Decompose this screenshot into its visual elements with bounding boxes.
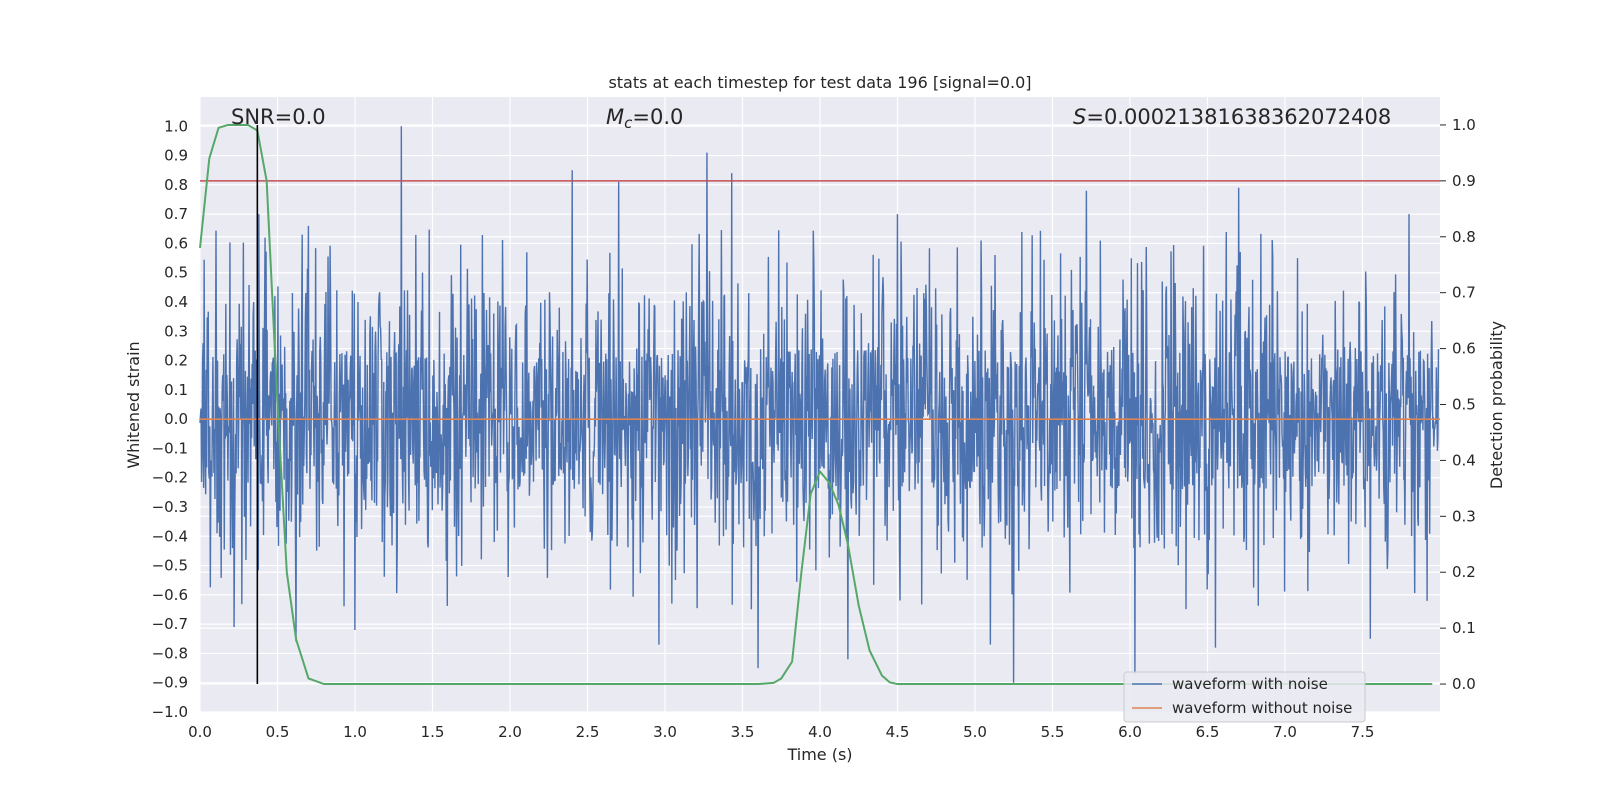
y-tick-label: −0.1: [152, 439, 188, 457]
score-symbol: S: [1073, 105, 1086, 129]
y-right-tick-label: 1.0: [1452, 116, 1476, 134]
legend-box: [1123, 671, 1366, 723]
y-right-tick-label: 0.6: [1452, 340, 1476, 358]
y-right-tick-label: 0.9: [1452, 172, 1476, 190]
chart-title: stats at each timestep for test data 196…: [608, 73, 1031, 92]
y-tick-label: −0.2: [152, 469, 188, 487]
x-tick-label: 5.5: [1041, 723, 1065, 741]
y-tick-label: −0.9: [152, 674, 188, 692]
y-right-tick-label: 0.5: [1452, 396, 1476, 414]
y-right-tick-label: 0.4: [1452, 451, 1476, 469]
snr-annotation: SNR=0.0: [231, 105, 326, 129]
y-tick-label: 0.8: [164, 176, 188, 194]
x-tick-label: 2.0: [498, 723, 522, 741]
x-tick-label: 6.0: [1118, 723, 1142, 741]
y-tick-label: −0.5: [152, 557, 188, 575]
y-right-tick-label: 0.0: [1452, 675, 1476, 693]
y-tick-label: −0.6: [152, 586, 188, 604]
score-value: =0.00021381638362072408: [1086, 105, 1391, 129]
x-tick-label: 1.0: [343, 723, 367, 741]
y-tick-label: −0.7: [152, 615, 188, 633]
y-right-tick-label: 0.3: [1452, 507, 1476, 525]
x-tick-label: 3.0: [653, 723, 677, 741]
y-axis-ticks: 1.0 0.9 0.8 0.7 0.6 0.5 0.4 0.3 0.2 0.1 0.0 −0.1 −0.…: [152, 117, 188, 721]
y-tick-label: 0.9: [164, 147, 188, 165]
x-tick-label: 3.5: [731, 723, 755, 741]
x-tick-label: 0.0: [188, 723, 212, 741]
x-tick-label: 7.5: [1351, 723, 1375, 741]
x-axis-label: Time (s): [786, 745, 852, 764]
y-tick-label: −0.8: [152, 644, 188, 662]
y-right-tick-label: 0.7: [1452, 284, 1476, 302]
series-waveform-with-noise: [199, 126, 1440, 683]
y-tick-label: 0.5: [164, 264, 188, 282]
y-tick-label: 0.0: [164, 410, 188, 428]
detection-probability-path: [199, 123, 1433, 686]
waveform-noise-path: [199, 126, 1440, 683]
series-detection-probability: [199, 123, 1433, 686]
y-tick-label: 0.4: [164, 293, 188, 311]
y-right-tick-label: 0.8: [1452, 228, 1476, 246]
y-tick-label: 0.1: [164, 381, 188, 399]
score-annotation: S=0.00021381638362072408: [1073, 105, 1391, 129]
y-axis-right-ticks: 1.0 0.9 0.8 0.7 0.6 0.5 0.4 0.3 0.2 0.1 0.0: [1440, 116, 1476, 693]
legend-label-clean: waveform without noise: [1172, 699, 1352, 717]
y-tick-label: 0.2: [164, 352, 188, 370]
x-tick-label: 4.5: [886, 723, 910, 741]
x-tick-label: 6.5: [1196, 723, 1220, 741]
y-tick-label: −1.0: [152, 703, 188, 721]
y-tick-label: −0.3: [152, 498, 188, 516]
y-tick-label: 0.6: [164, 234, 188, 252]
y-axis-right-label: Detection probability: [1487, 321, 1506, 489]
legend-label-noise: waveform with noise: [1172, 675, 1328, 693]
y-tick-label: −0.4: [152, 527, 188, 545]
y-tick-label: 1.0: [164, 117, 188, 135]
y-right-tick-label: 0.2: [1452, 563, 1476, 581]
x-tick-label: 7.0: [1273, 723, 1297, 741]
y-axis-label: Whitened strain: [124, 341, 143, 468]
x-tick-label: 4.0: [808, 723, 832, 741]
chirp-mass-value: =0.0: [632, 105, 683, 129]
y-tick-label: 0.3: [164, 322, 188, 340]
x-tick-label: 1.5: [421, 723, 445, 741]
x-tick-label: 0.5: [266, 723, 290, 741]
y-tick-label: 0.7: [164, 205, 188, 223]
chirp-mass-symbol: M: [606, 105, 624, 129]
chirp-mass-subscript: c: [624, 114, 633, 132]
y-right-tick-label: 0.1: [1452, 619, 1476, 637]
x-tick-label: 5.0: [963, 723, 987, 741]
chirp-mass-annotation: Mc=0.0: [606, 105, 683, 132]
x-tick-label: 2.5: [576, 723, 600, 741]
x-axis-ticks: 0.0 0.5 1.0 1.5 2.0 2.5 3.0 3.5 4.0 4.5 5.0 5.5 6.0 6…: [188, 723, 1374, 741]
legend: waveform with noise waveform without noi…: [1123, 671, 1366, 723]
